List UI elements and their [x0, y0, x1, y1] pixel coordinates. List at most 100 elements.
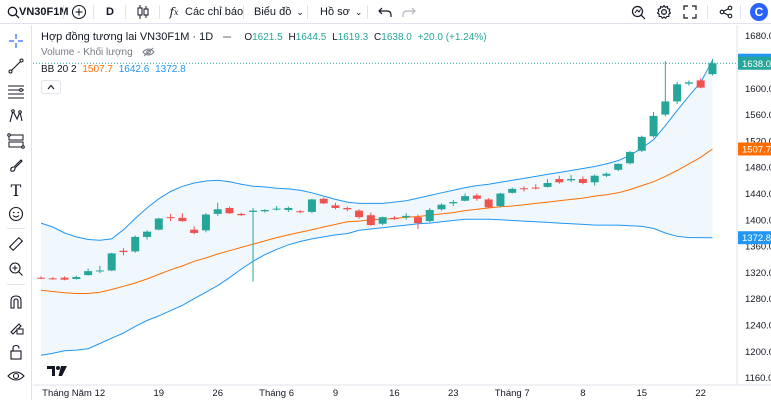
candle-body: [614, 163, 623, 170]
candle-body: [119, 250, 128, 253]
pattern-icon[interactable]: [6, 106, 26, 126]
candle-body: [390, 217, 399, 220]
trend-line-icon[interactable]: [6, 56, 26, 76]
candle-body: [543, 182, 552, 187]
candle-body: [626, 152, 634, 164]
brand-logo: C: [750, 3, 768, 21]
y-tick-label: 1520.0: [745, 136, 771, 147]
volume-label: Volume - Khối lượng: [41, 47, 133, 58]
close-value: 1638.0: [381, 32, 412, 43]
interval-button[interactable]: D: [106, 6, 114, 18]
magnet-icon[interactable]: [6, 292, 26, 312]
search-icon[interactable]: [4, 3, 22, 21]
share-icon[interactable]: [717, 3, 735, 21]
zoom-in-icon[interactable]: [6, 259, 26, 279]
candle-body: [519, 188, 528, 190]
y-tick-label: 1560.0: [745, 110, 771, 121]
toolbar-divider: [307, 5, 308, 19]
candle-body: [449, 202, 458, 204]
profile-menu-button[interactable]: Hồ sơ ⌄: [320, 0, 362, 24]
candle-body: [496, 193, 505, 206]
candle-body: [307, 199, 316, 212]
crosshair-icon[interactable]: [6, 31, 26, 51]
candle-body: [201, 214, 210, 231]
legend-toggle-button[interactable]: [41, 80, 61, 94]
candle-body: [567, 179, 576, 181]
emoji-icon[interactable]: [6, 204, 26, 224]
symbol-button[interactable]: VN30F1M: [19, 6, 69, 18]
candle-body: [413, 217, 422, 224]
y-tick-label: 1600.0: [745, 84, 771, 95]
gear-icon[interactable]: [655, 3, 673, 21]
fib-levels-icon[interactable]: [6, 81, 26, 101]
toolbar-divider: [7, 284, 25, 285]
x-tick-label: Tháng 6: [259, 388, 294, 399]
chart-menu-button[interactable]: Biểu đồ ⌄: [254, 0, 304, 24]
candle-body: [684, 82, 693, 84]
brush-icon[interactable]: [6, 156, 26, 176]
candle-body: [272, 208, 281, 210]
eye-hidden-icon[interactable]: [142, 47, 156, 58]
lock-drawing-icon[interactable]: [6, 317, 26, 337]
candle-body: [425, 209, 434, 222]
x-tick-label: 8: [580, 388, 585, 399]
y-tick-label: 1480.0: [745, 163, 771, 174]
candle-body: [213, 209, 222, 214]
bb-legend: BB 20 2 1507.7 1642.6 1372.8: [41, 64, 189, 75]
candle-body: [84, 271, 93, 276]
candle-body: [107, 253, 116, 271]
x-tick-label: 26: [212, 388, 223, 399]
undo-icon[interactable]: [376, 3, 394, 21]
x-tick-label: 15: [636, 388, 647, 399]
toolbar-divider: [93, 5, 94, 19]
bb-upper-value: 1642.6: [118, 64, 150, 75]
toolbar-divider: [707, 5, 708, 19]
x-tick-label: Tháng 7: [495, 388, 530, 399]
collapse-icon[interactable]: [223, 36, 232, 39]
candle-body: [237, 213, 246, 216]
eye-icon[interactable]: [6, 366, 26, 386]
toolbar-divider: [367, 5, 368, 19]
toolbar-divider: [159, 5, 160, 19]
chart-title: Hợp đồng tương lai VN30F1M · 1D: [41, 31, 214, 43]
candle-body: [696, 80, 705, 88]
chevron-up-icon: [47, 84, 55, 90]
candles-style-icon[interactable]: [134, 3, 152, 21]
lock-icon[interactable]: [6, 342, 26, 362]
candle-body: [225, 207, 234, 214]
candle-body: [484, 199, 493, 208]
close-label: C: [374, 32, 382, 43]
chart-pane[interactable]: 1680.01640.01600.01560.01520.01480.01440…: [33, 25, 771, 400]
x-tick-label: 16: [389, 388, 400, 399]
candle-body: [366, 215, 375, 226]
ruler-icon[interactable]: [6, 234, 26, 254]
fullscreen-icon[interactable]: [681, 3, 699, 21]
quick-search-icon[interactable]: [629, 3, 647, 21]
y-tick-label: 1320.0: [745, 268, 771, 279]
candle-body: [72, 277, 81, 280]
indicators-button[interactable]: Các chỉ báo: [185, 6, 244, 18]
forecast-icon[interactable]: [6, 131, 26, 151]
x-tick-label: 19: [154, 388, 165, 399]
add-symbol-icon[interactable]: [70, 3, 88, 21]
price-tag-label: 1638.0: [742, 59, 771, 70]
redo-icon[interactable]: [400, 3, 418, 21]
candle-body: [673, 84, 682, 102]
candle-body: [602, 173, 611, 176]
candle-body: [708, 63, 717, 75]
y-tick-label: 1360.0: [745, 242, 771, 253]
candle-body: [555, 179, 564, 183]
x-tick-label: 22: [695, 388, 706, 399]
candle-body: [461, 196, 470, 201]
candle-body: [284, 207, 293, 210]
y-tick-label: 1240.0: [745, 321, 771, 332]
text-tool-icon[interactable]: T: [10, 180, 22, 200]
price-tag-label: 1507.7: [742, 144, 771, 155]
price-tag: [738, 231, 771, 245]
drawing-toolbar: T: [0, 25, 32, 400]
candle-body: [48, 278, 57, 280]
candle-body: [508, 188, 517, 193]
y-tick-label: 1280.0: [745, 294, 771, 305]
